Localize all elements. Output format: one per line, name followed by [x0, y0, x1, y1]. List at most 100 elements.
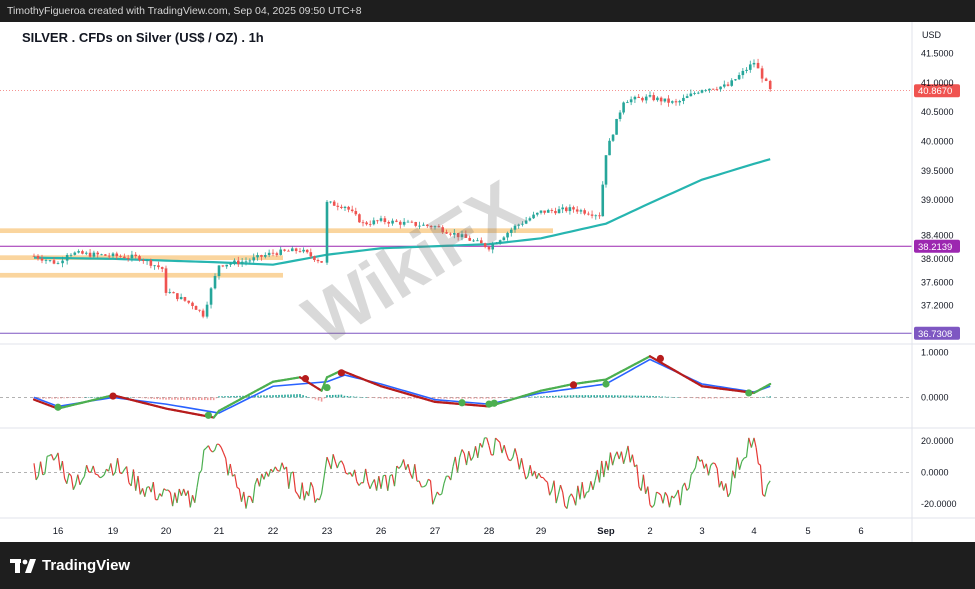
oscillator-segment [492, 437, 497, 456]
macd-histogram-bar [503, 397, 506, 398]
price-tick-label: 37.2000 [921, 301, 954, 311]
macd-histogram-bar [331, 394, 334, 398]
macd-histogram-bar [272, 395, 274, 398]
oscillator-segment [607, 452, 611, 471]
candle-body [472, 240, 475, 242]
oscillator-segment [686, 487, 690, 491]
macd-histogram-bar [596, 395, 598, 398]
oscillator-segment [714, 463, 718, 469]
oscillator-segment [398, 465, 402, 469]
macd-histogram-bar [750, 397, 752, 398]
macd-histogram-bar [383, 397, 385, 399]
oscillator-segment [110, 463, 114, 476]
candle-body [741, 70, 745, 76]
chart-area[interactable]: 38.2139 36.7308 40.8670 USD 41.5000 41.0000 4… [0, 22, 975, 542]
oscillator-segment [553, 480, 557, 504]
macd-histogram-bar [449, 397, 451, 399]
oscillator-segment [651, 504, 655, 508]
macd-histogram-bar [290, 394, 292, 398]
macd-histogram-bar [302, 395, 304, 398]
macd-histogram-bar [340, 394, 343, 398]
candle-body [305, 249, 309, 253]
x-axis-label: 27 [430, 526, 441, 537]
oscillator-segment [583, 492, 588, 499]
oscillator-segment [103, 469, 107, 476]
oscillator-segment [61, 460, 66, 479]
oscillator-segment [308, 482, 312, 497]
oscillator-segment [575, 485, 579, 506]
candle-body [229, 263, 232, 265]
candle-body [528, 218, 532, 221]
candle-body [398, 221, 402, 225]
oscillator-segment [207, 445, 212, 451]
oscillator-segment [183, 488, 187, 496]
candle-body [354, 211, 358, 215]
oscillator-segment [238, 488, 243, 502]
macd-histogram-bar [192, 397, 194, 400]
oscillator-segment [163, 488, 167, 491]
currency-label: USD [922, 30, 942, 40]
oscillator-segment [745, 437, 750, 458]
symbol-title: SILVER . CFDs on Silver (US$ / OZ) . 1h [22, 30, 264, 45]
candle-body [587, 213, 590, 215]
oscillator-segment [161, 488, 165, 497]
oscillator-segment [720, 480, 725, 491]
oscillator-segment [172, 492, 176, 507]
candle-body [271, 252, 275, 254]
oscillator-segment [660, 494, 664, 504]
macd-histogram-bar [549, 395, 551, 398]
candle-body [134, 254, 138, 257]
oscillator-segment [418, 480, 423, 488]
oscillator-segment [697, 455, 701, 462]
macd-line-segment [765, 382, 772, 387]
oscillator-segment [549, 489, 553, 496]
candle-body [36, 255, 40, 259]
candle-body [209, 288, 213, 305]
macd-histogram-bar [473, 397, 475, 399]
candle-body [343, 206, 347, 208]
oscillator-segment [570, 493, 575, 499]
candle-body [629, 99, 633, 103]
candle-body [123, 256, 126, 259]
oscillator-segment [97, 474, 101, 479]
macd-histogram-bar [728, 397, 731, 399]
candle-body [554, 210, 557, 214]
macd-histogram-bar [346, 396, 349, 398]
candle-body [509, 229, 513, 233]
macd-histogram-bar [628, 395, 631, 398]
candle-body [56, 263, 60, 265]
x-axis-label: 28 [484, 526, 495, 537]
macd-histogram-bar [608, 395, 610, 398]
macd-histogram-bar [759, 397, 762, 398]
candle-body [107, 255, 111, 257]
oscillator-segment [664, 492, 668, 497]
macd-histogram-bar [524, 396, 527, 398]
candle-body [730, 80, 734, 86]
macd-histogram-bar [479, 397, 481, 399]
macd-histogram-bar [506, 397, 509, 398]
macd-histogram-bar [75, 397, 78, 398]
candle-body [682, 97, 685, 102]
macd-histogram-bar [233, 395, 235, 398]
macd-histogram-bar [540, 396, 542, 398]
oscillator-segment [499, 442, 503, 454]
oscillator-segment [533, 470, 538, 479]
candle-body [760, 68, 764, 79]
macd-histogram-bar [488, 397, 490, 399]
macd-histogram-bar [96, 396, 99, 398]
oscillator-segment [712, 462, 716, 465]
macd-histogram-bar [144, 397, 147, 399]
oscillator-segment [562, 491, 566, 507]
tradingview-logo[interactable]: TradingView [10, 557, 130, 574]
macd-histogram-bar [491, 397, 493, 399]
candle-body [96, 252, 100, 255]
tradingview-brand: TradingView [42, 557, 131, 574]
oscillator-segment [692, 467, 697, 472]
oscillator-segment [53, 457, 57, 461]
oscillator-segment [116, 458, 121, 473]
macd-histogram-bar [308, 397, 311, 398]
oscillator-segment [642, 474, 647, 494]
candle-body [711, 88, 715, 90]
macd-histogram-bar [744, 397, 746, 398]
